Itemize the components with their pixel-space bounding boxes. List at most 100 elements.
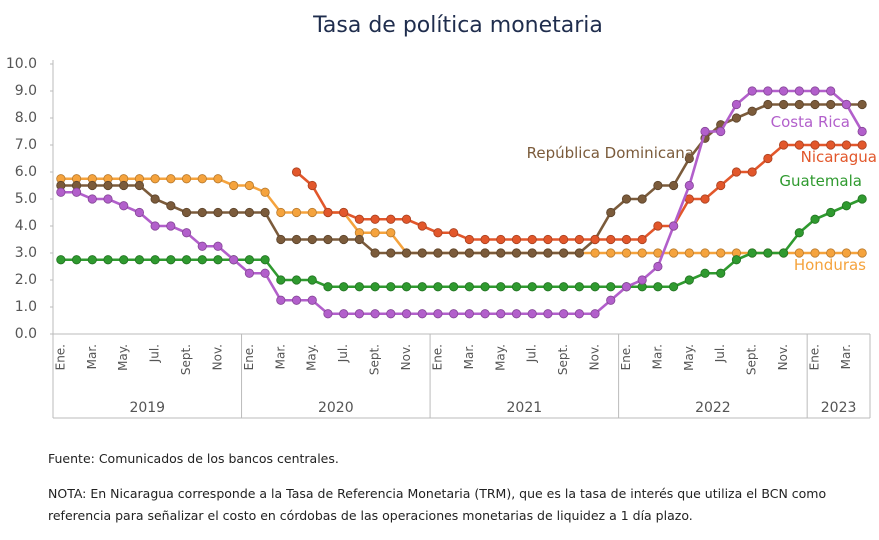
- x-tick-label: Mar.: [839, 344, 853, 369]
- data-point: [590, 309, 600, 319]
- data-point: [401, 282, 412, 292]
- data-point: [260, 268, 270, 278]
- data-point: [213, 207, 223, 218]
- data-point: [653, 180, 663, 191]
- x-tick-label: Nov.: [588, 344, 602, 370]
- data-point: [496, 248, 506, 258]
- data-point: [543, 234, 553, 245]
- data-point: [197, 174, 207, 184]
- data-point: [166, 221, 176, 231]
- data-point: [810, 214, 820, 224]
- data-point: [244, 268, 254, 278]
- data-point: [181, 255, 192, 265]
- data-point: [307, 180, 317, 191]
- x-tick-label: May.: [682, 344, 696, 371]
- data-point: [841, 99, 852, 110]
- data-point: [826, 86, 836, 96]
- data-point: [213, 174, 223, 184]
- data-point: [590, 248, 600, 258]
- data-point: [433, 309, 443, 319]
- data-point: [763, 99, 773, 110]
- data-point: [810, 99, 820, 110]
- y-tick-label: 6.0: [15, 164, 37, 180]
- data-point: [826, 248, 836, 258]
- data-point: [810, 140, 820, 150]
- x-tick-label: Mar.: [85, 344, 99, 369]
- data-point: [354, 282, 364, 292]
- data-point: [574, 234, 584, 245]
- data-point: [370, 248, 380, 258]
- data-point: [716, 248, 726, 258]
- data-point: [653, 221, 663, 231]
- data-point: [747, 86, 757, 96]
- data-point: [621, 282, 632, 292]
- data-point: [826, 207, 836, 218]
- x-tick-label: Ene.: [619, 344, 633, 370]
- data-point: [229, 255, 239, 265]
- data-point: [354, 214, 364, 224]
- data-point: [370, 228, 380, 238]
- x-tick-label: Sept.: [179, 344, 193, 375]
- data-point: [307, 295, 317, 305]
- x-tick-label: Sept.: [368, 344, 382, 375]
- data-point: [606, 248, 616, 258]
- x-tick-label: May.: [116, 344, 130, 371]
- x-tick-label: Ene.: [242, 344, 256, 370]
- data-point: [181, 174, 192, 184]
- series-line: [60, 177, 863, 255]
- data-point: [716, 180, 726, 191]
- data-point: [700, 126, 710, 137]
- data-point: [197, 241, 207, 251]
- source: Fuente: Comunicados de los bancos centra…: [48, 451, 339, 466]
- data-point: [433, 282, 443, 292]
- data-point: [763, 153, 773, 164]
- data-point: [449, 228, 459, 238]
- data-point: [621, 194, 632, 204]
- x-tick-label: Mar.: [462, 344, 476, 369]
- data-point: [606, 207, 616, 218]
- data-point: [480, 282, 490, 292]
- data-point: [71, 187, 82, 197]
- data-point: [496, 282, 506, 292]
- data-point: [433, 248, 443, 258]
- data-point: [87, 255, 97, 265]
- x-tick-label: Mar.: [650, 344, 664, 369]
- series-label: Costa Rica: [771, 113, 850, 131]
- year-label: 2023: [821, 400, 857, 416]
- year-label: 2021: [507, 400, 543, 416]
- data-point: [747, 248, 757, 258]
- data-point: [401, 248, 412, 258]
- data-point: [213, 255, 223, 265]
- x-tick-label: May.: [493, 344, 507, 371]
- data-point: [339, 207, 349, 218]
- y-tick-label: 10.0: [6, 56, 37, 72]
- data-point: [323, 282, 333, 292]
- x-tick-label: Mar.: [273, 344, 287, 369]
- data-point: [559, 309, 569, 319]
- data-point: [700, 194, 710, 204]
- data-point: [794, 99, 804, 110]
- x-tick-label: Jul.: [525, 344, 539, 363]
- data-point: [543, 282, 553, 292]
- data-point: [323, 234, 333, 245]
- x-tick-label: Ene.: [808, 344, 822, 370]
- data-point: [763, 248, 773, 258]
- data-point: [747, 167, 757, 177]
- data-point: [511, 309, 522, 319]
- data-point: [857, 126, 867, 137]
- data-point: [464, 282, 474, 292]
- data-point: [590, 234, 600, 245]
- data-point: [166, 255, 176, 265]
- data-point: [386, 248, 396, 258]
- data-point: [637, 248, 647, 258]
- data-point: [606, 234, 616, 245]
- data-point: [181, 228, 192, 238]
- data-point: [700, 248, 710, 258]
- note: referencia para señalizar el costo en có…: [48, 508, 693, 523]
- data-point: [119, 255, 129, 265]
- data-point: [559, 282, 569, 292]
- data-point: [150, 194, 160, 204]
- data-point: [150, 174, 160, 184]
- data-point: [56, 187, 66, 197]
- y-tick-label: 2.0: [15, 272, 37, 288]
